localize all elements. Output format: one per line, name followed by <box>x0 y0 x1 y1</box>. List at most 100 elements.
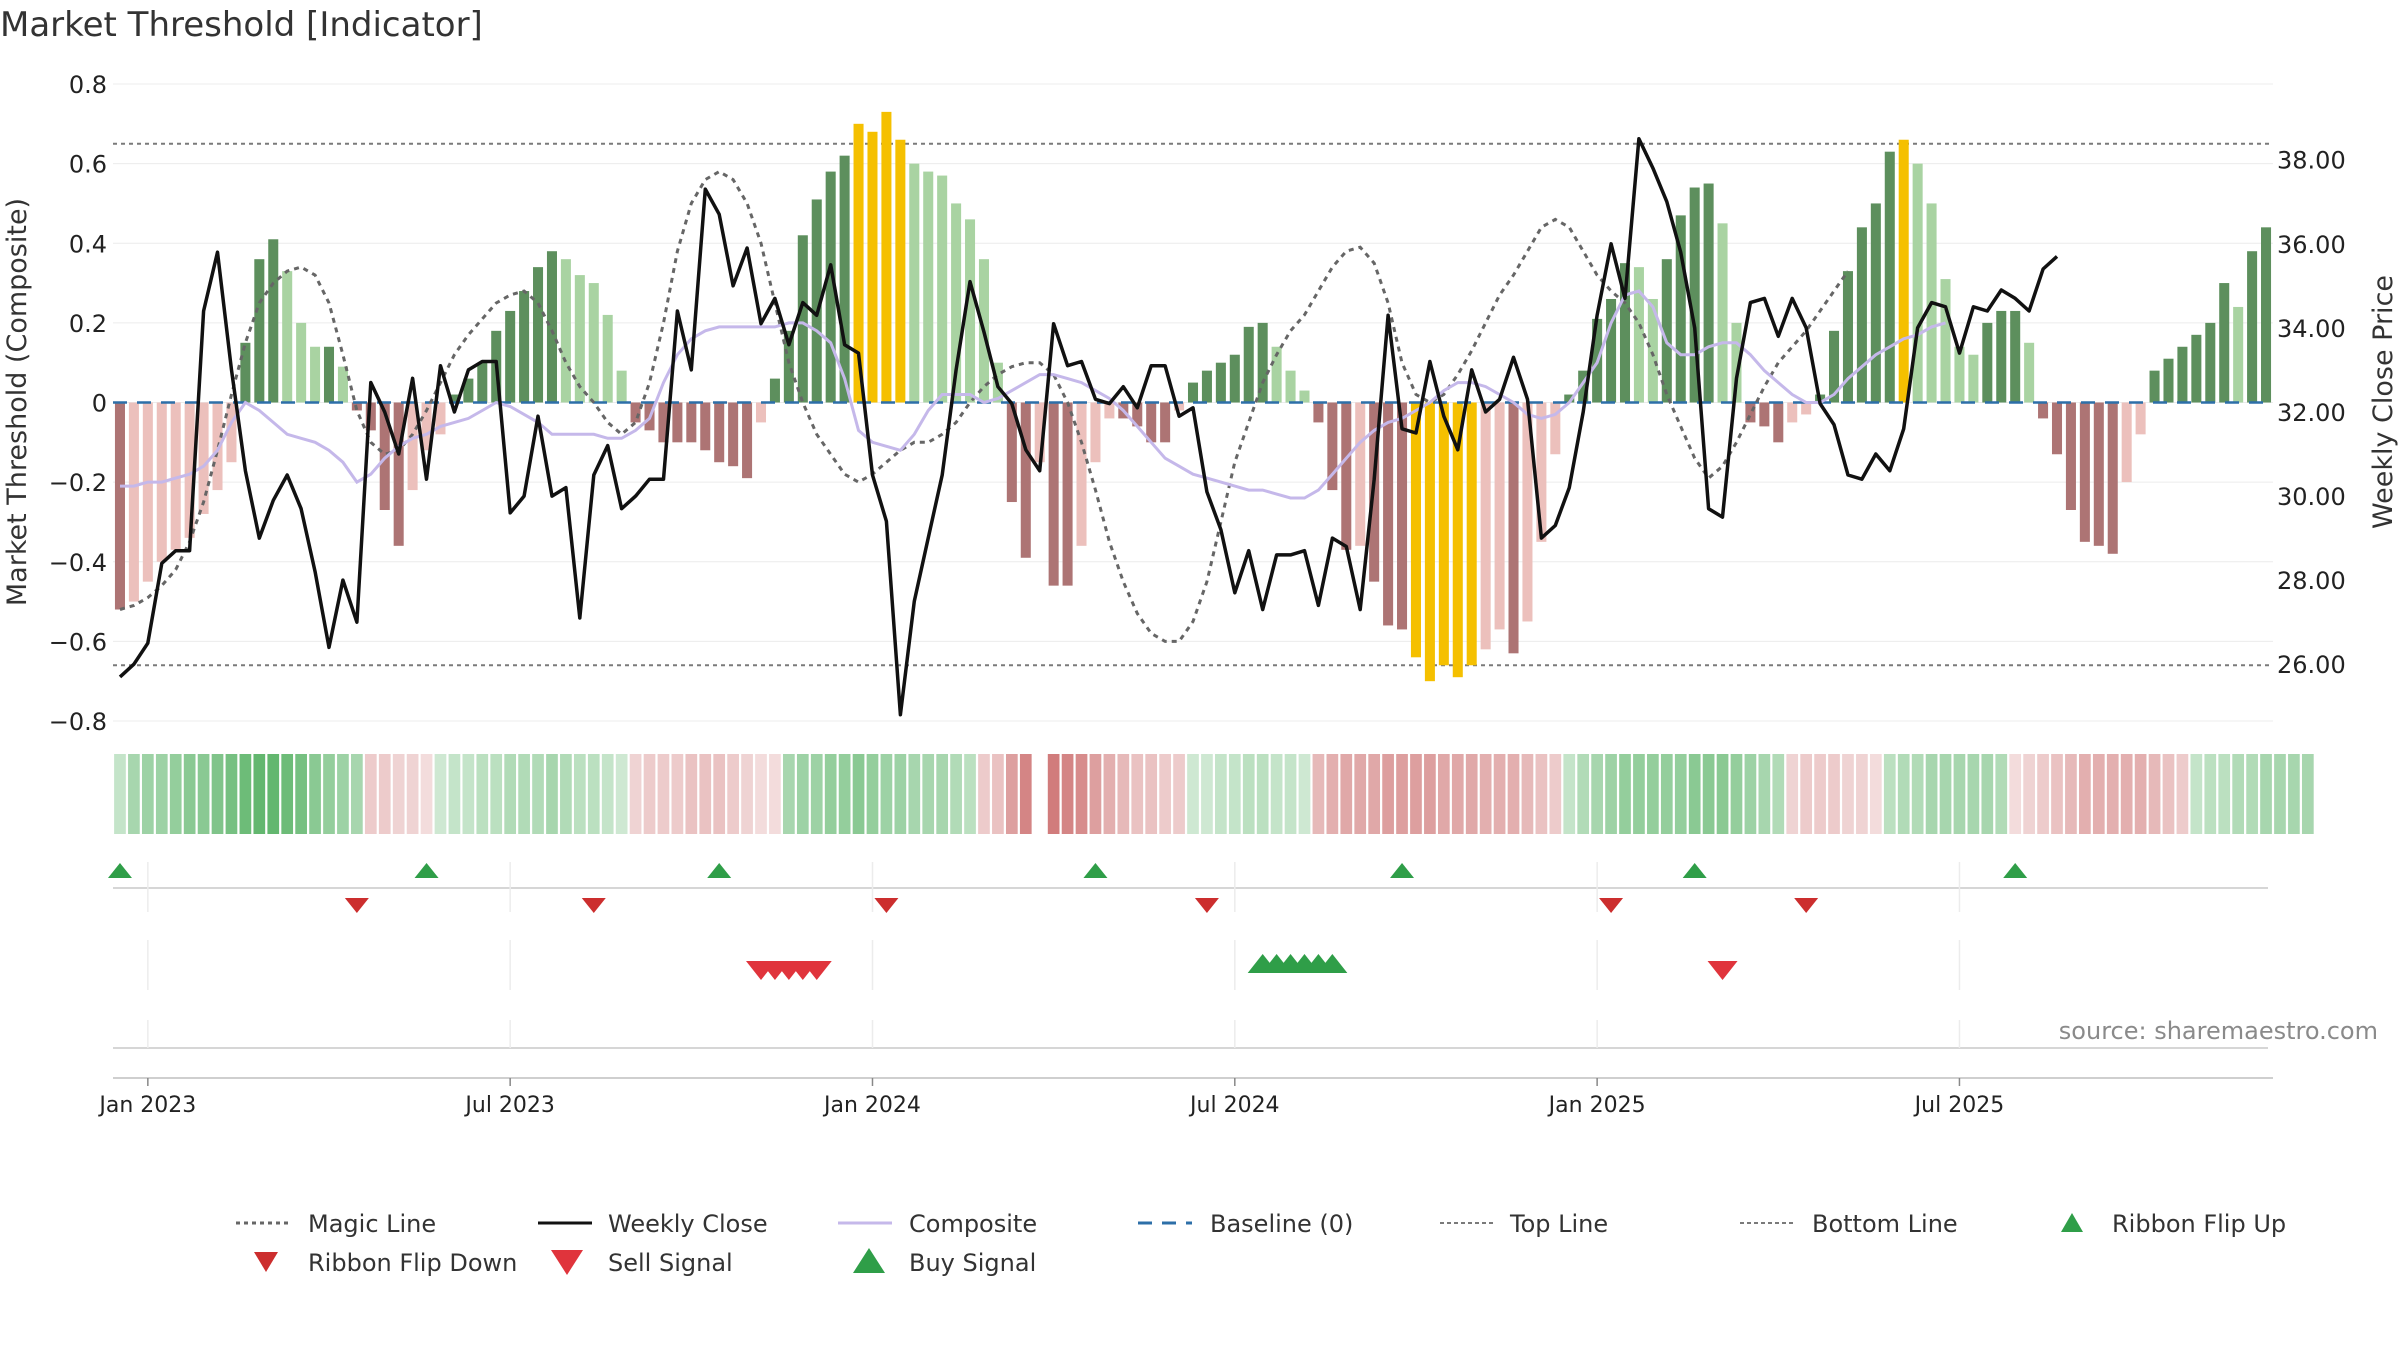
ribbon-cell <box>2065 754 2077 834</box>
ribbon-flip-down-marker <box>874 898 899 913</box>
composite-bar <box>546 251 557 403</box>
ribbon-cell <box>1702 754 1715 834</box>
ribbon-cell <box>1465 754 1478 834</box>
ribbon-cell <box>532 754 544 834</box>
composite-bar <box>1619 263 1631 403</box>
composite-bar <box>1898 139 1909 403</box>
ribbon-cell <box>1758 754 1771 834</box>
composite-bar <box>2205 322 2216 403</box>
ribbon-cell <box>615 754 628 834</box>
ribbon-cell <box>239 754 252 834</box>
composite-bar <box>1174 402 1185 411</box>
composite-bar <box>114 402 125 610</box>
ribbon-cell <box>573 754 586 834</box>
ribbon-cell <box>2106 754 2119 834</box>
ribbon-cell <box>2176 754 2189 834</box>
sell-signal-marker <box>1707 961 1738 980</box>
ribbon-cell <box>601 754 614 834</box>
ribbon-cell <box>351 754 363 834</box>
composite-bar <box>1522 402 1533 622</box>
ribbon-cell <box>169 754 182 834</box>
ribbon-cell <box>1549 754 1562 834</box>
ribbon-cell <box>950 754 962 834</box>
ribbon-cell <box>1925 754 1938 834</box>
ribbon-cell <box>1883 754 1896 834</box>
composite-bar <box>1020 402 1031 558</box>
composite-bar <box>254 259 265 403</box>
threshold-lines <box>113 142 2273 667</box>
ribbon-cell <box>462 754 475 834</box>
x-tick-label: Jan 2024 <box>822 1093 921 1118</box>
ribbon-cell <box>1075 754 1088 834</box>
composite-bar <box>1606 298 1617 403</box>
ribbon-cell <box>866 754 879 834</box>
composite-bar <box>2065 402 2076 510</box>
ribbon-cell <box>1786 754 1799 834</box>
composite-bar <box>1341 402 1352 550</box>
composite-bar <box>1438 402 1449 666</box>
ribbon-cell <box>128 754 140 834</box>
ribbon-flip-up-marker <box>1083 863 1108 878</box>
legend-item-ribbon-flip-down: Ribbon Flip Down <box>254 1249 517 1277</box>
composite-bar <box>1160 402 1171 443</box>
composite-bar <box>1229 354 1240 403</box>
composite-bar <box>1104 402 1115 419</box>
source-label: source: sharemaestro.com <box>2059 1017 2378 1045</box>
ribbon-cell <box>643 754 656 834</box>
ribbon-flip-up-marker <box>107 863 132 878</box>
x-tick-label: Jan 2025 <box>1547 1093 1646 1118</box>
legend-label-composite: Composite <box>909 1210 1037 1238</box>
composite-bar <box>1257 322 1268 403</box>
composite-bar <box>783 330 794 403</box>
ribbon-cell <box>1953 754 1966 834</box>
chart-title: Market Threshold [Indicator] <box>0 5 483 45</box>
ribbon-cell <box>2037 754 2049 834</box>
legend-marker-sell-signal <box>551 1250 583 1275</box>
ribbon-cell <box>1674 754 1687 834</box>
ribbon-cell <box>1173 754 1185 834</box>
legend-item-weekly-close: Weekly Close <box>538 1210 768 1238</box>
right-tick-label: 28.00 <box>2277 567 2346 595</box>
composite-bar <box>323 346 335 403</box>
legend-label-sell-signal: Sell Signal <box>608 1249 733 1277</box>
ribbon-cell <box>2274 754 2286 834</box>
composite-bar <box>1829 330 1840 403</box>
ribbon-cell <box>922 754 935 834</box>
composite-bar <box>700 402 711 451</box>
ribbon-cell <box>1688 754 1701 834</box>
left-tick-label: 0.8 <box>69 71 107 99</box>
composite-bar <box>1480 402 1491 650</box>
ribbon-cell <box>1424 754 1436 834</box>
ribbon-cell <box>1326 754 1339 834</box>
composite-bar <box>1285 370 1296 403</box>
composite-bar <box>1703 183 1714 403</box>
ribbon-cell <box>685 754 698 834</box>
composite-bar <box>1661 259 1672 403</box>
ribbon-cell <box>1772 754 1785 834</box>
composite-bar <box>226 402 237 463</box>
composite-bar <box>1536 402 1547 542</box>
composite-bar <box>1550 402 1561 455</box>
left-tick-label: −0.2 <box>49 469 107 497</box>
ribbon-cell <box>1187 754 1199 834</box>
ribbon-flip-down-marker <box>1794 898 1819 913</box>
ribbon-cell <box>1047 754 1060 834</box>
legend-marker-ribbon-flip-up <box>2061 1213 2083 1232</box>
composite-bar <box>2191 334 2202 403</box>
ribbon-cell <box>1619 754 1631 834</box>
ribbon-cell <box>1019 754 1032 834</box>
composite-bar <box>742 402 753 479</box>
ribbon-cell <box>880 754 893 834</box>
ribbon-cell <box>1215 754 1227 834</box>
composite-bar <box>184 402 195 538</box>
signal-panels <box>107 862 2273 1079</box>
composite-bar <box>797 235 808 403</box>
x-axis-ticks: Jan 2023 Jul 2023 Jan 2024 Jul 2024 Jan 2025… <box>97 1078 2004 1118</box>
ribbon-cell <box>2162 754 2175 834</box>
ribbon-cell <box>364 754 377 834</box>
composite-bar <box>477 362 488 403</box>
composite-bar <box>1787 402 1798 423</box>
left-axis-ticks: 0.8 0.6 0.4 0.2 0 −0.2 −0.4 −0.6 −0.8 <box>49 71 107 736</box>
composite-bar <box>1006 402 1017 503</box>
composite-bar <box>1076 402 1087 546</box>
